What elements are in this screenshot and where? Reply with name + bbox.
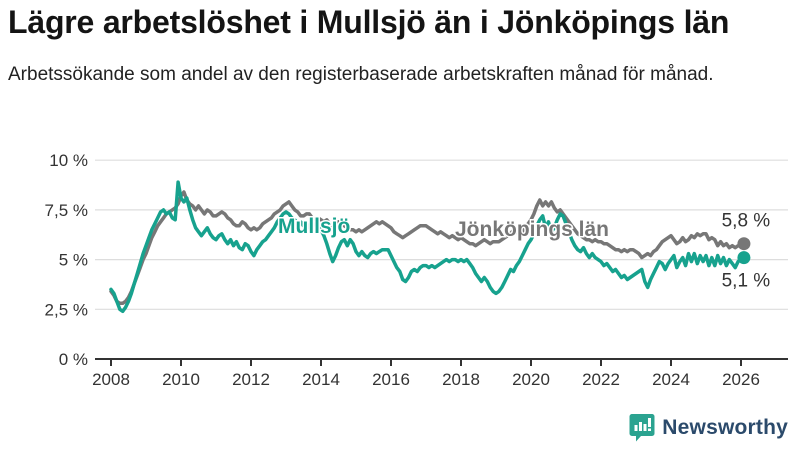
newsworthy-logo: Newsworthy: [629, 413, 788, 442]
x-axis-tick-label: 2022: [582, 370, 620, 389]
chart-subtitle: Arbetssökande som andel av den registerb…: [8, 64, 714, 85]
x-axis-tick-label: 2008: [92, 370, 130, 389]
y-axis-tick-label: 10 %: [49, 151, 88, 170]
logo-bar-1: [634, 425, 638, 431]
newsworthy-logo-text: Newsworthy: [662, 415, 788, 439]
logo-bar-3: [643, 424, 647, 431]
x-axis-tick-label: 2020: [512, 370, 550, 389]
x-axis-tick-label: 2026: [722, 370, 760, 389]
y-axis-tick-label: 7,5 %: [45, 201, 88, 220]
series-inline-label-county: Jönköpings län: [455, 218, 609, 241]
series-line-mullsj-: [109, 180, 746, 314]
logo-exclamation-bar: [648, 418, 652, 427]
series-line-j-nk-pings-l-n: [109, 190, 746, 306]
chart-title: Lägre arbetslöshet i Mullsjö än i Jönköp…: [8, 4, 730, 40]
x-axis-tick-label: 2012: [232, 370, 270, 389]
newsworthy-bar-chart-bubble-icon: [629, 414, 655, 442]
series-inline-label-mullsjo: Mullsjö: [278, 215, 350, 238]
series-end-value-label: 5,8 %: [722, 211, 771, 232]
y-axis-tick-label: 0 %: [59, 350, 88, 369]
x-axis-tick-label: 2018: [442, 370, 480, 389]
series-end-value-label: 5,1 %: [722, 271, 771, 292]
x-axis-tick-label: 2014: [302, 370, 340, 389]
series-end-dot-county: [737, 237, 751, 251]
y-axis-tick-label: 2,5 %: [45, 300, 88, 319]
x-axis-tick-label: 2024: [652, 370, 690, 389]
y-axis-tick-label: 5 %: [59, 251, 88, 270]
x-axis-tick-label: 2016: [372, 370, 410, 389]
x-axis-tick-label: 2010: [162, 370, 200, 389]
series-end-dot-mullsjo: [737, 251, 751, 265]
logo-exclamation-dot: [648, 428, 652, 431]
logo-bar-2: [639, 422, 643, 431]
